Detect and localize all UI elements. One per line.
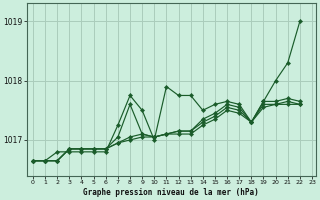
X-axis label: Graphe pression niveau de la mer (hPa): Graphe pression niveau de la mer (hPa): [84, 188, 259, 197]
